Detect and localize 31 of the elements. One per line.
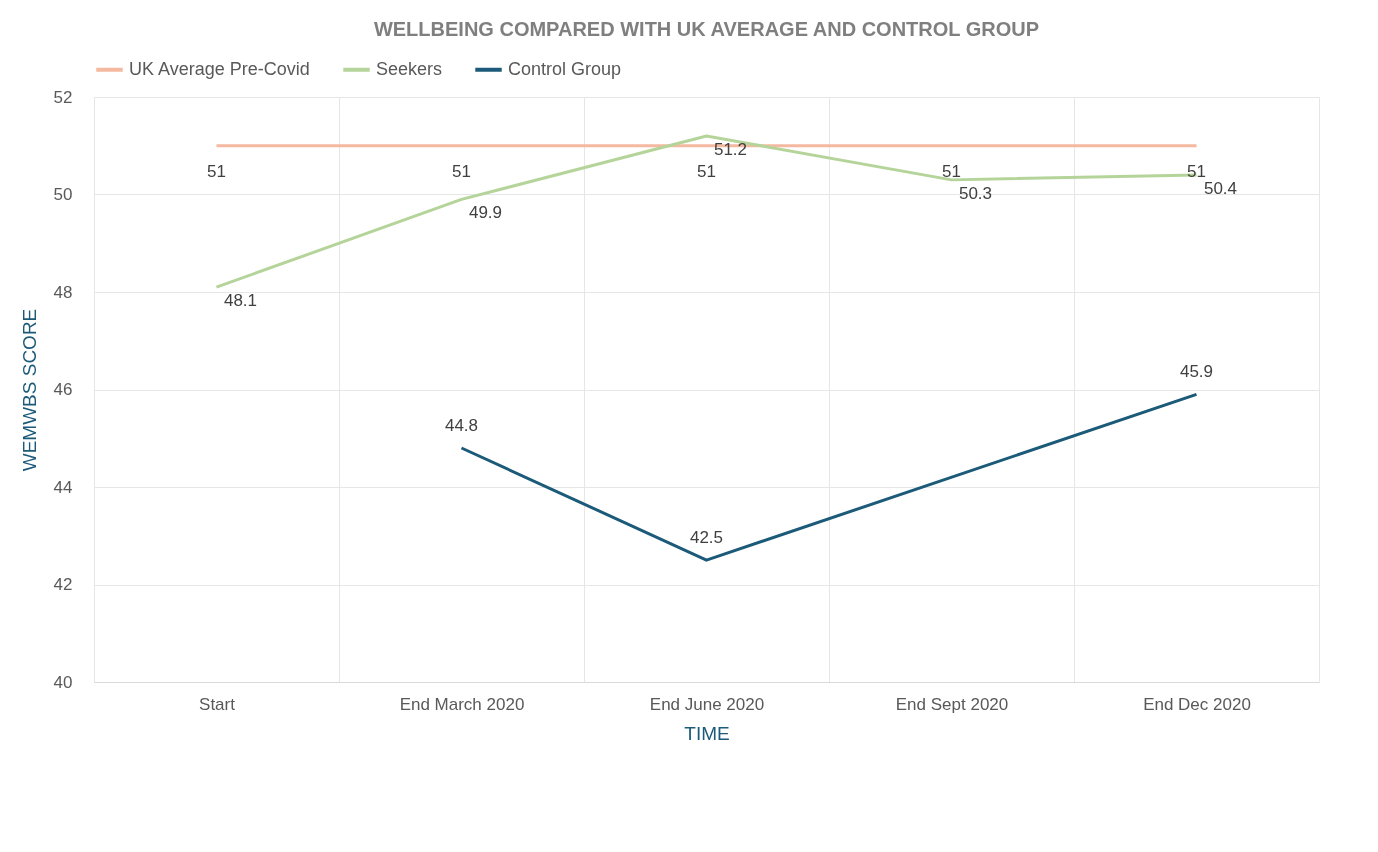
data-label: 44.8 bbox=[444, 416, 479, 435]
y-tick-label: 46 bbox=[53, 380, 73, 399]
data-label: 48.1 bbox=[223, 291, 258, 311]
data-label: 51 bbox=[942, 161, 961, 181]
data-label: 50.4 bbox=[1203, 179, 1238, 198]
x-tick-label: End June 2020 bbox=[649, 694, 765, 714]
y-axis-title: WEMWBS SCORE bbox=[18, 308, 40, 472]
y-tick-label: 44 bbox=[53, 477, 73, 497]
y-tick-label: 50 bbox=[53, 185, 73, 204]
data-label: 51 bbox=[452, 161, 471, 181]
y-tick-label: 48 bbox=[53, 282, 73, 302]
y-tick-label: 40 bbox=[53, 672, 73, 692]
legend-label: Control Group bbox=[508, 58, 622, 79]
chart-title: WELLBEING COMPARED WITH UK AVERAGE AND CONTROL GROUP bbox=[373, 18, 1040, 40]
data-label: 51 bbox=[697, 161, 716, 181]
x-tick-label: Start bbox=[199, 694, 236, 714]
data-label: 42.5 bbox=[689, 528, 724, 548]
data-label: 51 bbox=[207, 161, 226, 181]
x-tick-label: End Dec 2020 bbox=[1143, 694, 1251, 714]
data-label: 49.9 bbox=[468, 203, 503, 223]
legend-label: UK Average Pre-Covid bbox=[129, 58, 310, 79]
x-tick-label: End Sept 2020 bbox=[895, 694, 1009, 714]
data-label: 50.3 bbox=[958, 183, 993, 203]
legend-label: Seekers bbox=[376, 58, 443, 79]
y-tick-label: 42 bbox=[53, 575, 73, 594]
data-label: 51.2 bbox=[713, 140, 748, 159]
data-label: 51 bbox=[1187, 161, 1206, 181]
x-tick-label: End March 2020 bbox=[399, 694, 525, 714]
x-axis-title: TIME bbox=[684, 722, 730, 744]
y-tick-label: 52 bbox=[53, 87, 73, 107]
data-label: 45.9 bbox=[1179, 362, 1214, 382]
